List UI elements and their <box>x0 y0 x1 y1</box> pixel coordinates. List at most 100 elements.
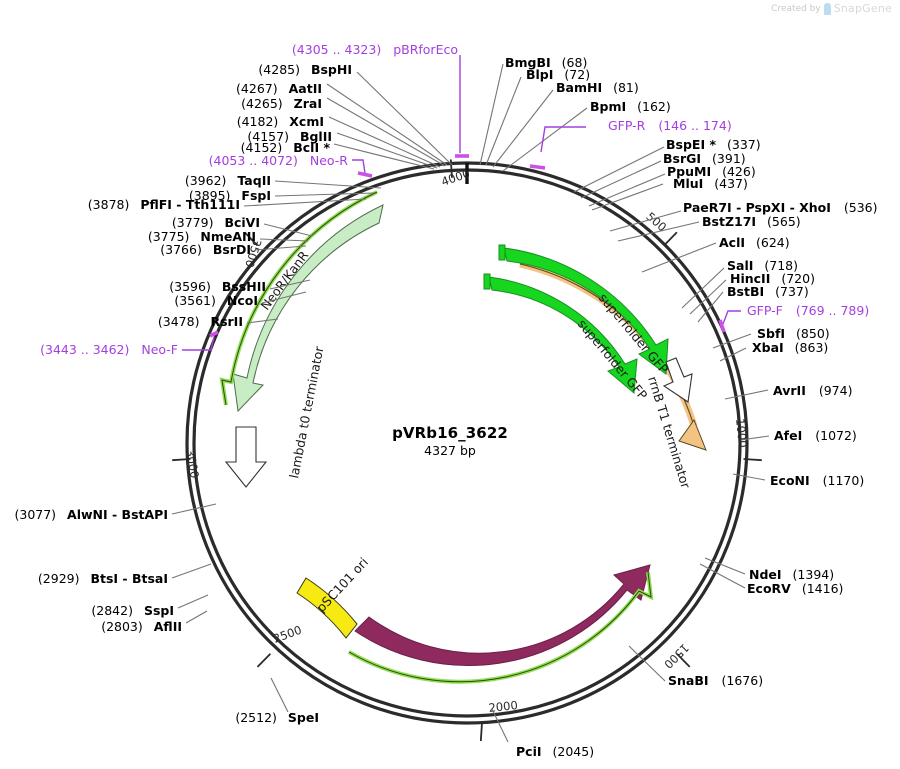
site-position: (1072) <box>815 428 857 443</box>
site-label-afei[interactable]: AfeI (1072) <box>774 429 857 442</box>
primer-name: GFP-R <box>608 118 646 133</box>
ruler-label-1500: 1500 <box>661 641 692 672</box>
primer-label-pbrforeco[interactable]: (4305 .. 4323) pBRforEco <box>292 43 458 56</box>
site-label-bsrdi[interactable]: (3766) BsrDI <box>160 243 251 256</box>
site-label-btsi-btsai[interactable]: (2929) BtsI - BtsaI <box>38 572 168 585</box>
site-label-ppumi[interactable]: PpuMI (426) <box>667 165 756 178</box>
site-label-bamhi[interactable]: BamHI (81) <box>556 81 639 94</box>
site-position: (2842) <box>91 603 133 618</box>
primer-name: pBRforEco <box>393 42 458 57</box>
site-label-sali[interactable]: SalI (718) <box>727 259 798 272</box>
site-enzyme: NdeI <box>749 567 782 582</box>
site-label-bstz17i[interactable]: BstZ17I (565) <box>702 215 801 228</box>
site-position: (4285) <box>258 62 300 77</box>
primer-label-neo-r[interactable]: (4053 .. 4072) Neo-R <box>209 154 348 167</box>
site-position: (4157) <box>247 129 289 144</box>
primer-range: (4053 .. 4072) <box>208 153 298 168</box>
site-position: (1416) <box>801 581 844 596</box>
site-position: (4265) <box>241 96 283 111</box>
site-label-sspi[interactable]: (2842) SspI <box>91 604 174 617</box>
site-label-paer7i-pspxi-xhoi[interactable]: PaeR7I - PspXI - XhoI (536) <box>683 201 878 214</box>
site-label-ncoi[interactable]: (3561) NcoI <box>174 294 258 307</box>
site-label-zrai[interactable]: (4265) ZraI <box>241 97 322 110</box>
site-label-spei[interactable]: (2512) SpeI <box>235 711 319 724</box>
site-label-nmeaiii[interactable]: (3775) NmeAIII <box>148 230 256 243</box>
site-label-bsphi[interactable]: (4285) BspHI <box>258 63 352 76</box>
site-position: (72) <box>564 67 591 82</box>
site-label-econi[interactable]: EcoNI (1170) <box>770 474 864 487</box>
feature-label-lambda-t0: lambda t0 terminator <box>286 344 326 479</box>
site-enzyme: BssHII <box>221 279 266 294</box>
site-label-avrii[interactable]: AvrII (974) <box>773 384 852 397</box>
ruler-label-1000: 1000 <box>733 418 750 449</box>
site-label-taqii[interactable]: (3962) TaqII <box>185 174 271 187</box>
site-position: (2803) <box>101 619 143 634</box>
site-label-bpmi[interactable]: BpmI (162) <box>590 100 671 113</box>
site-enzyme: SspI <box>143 603 174 618</box>
primer-name: Neo-F <box>141 342 178 357</box>
site-enzyme: BclI * <box>293 140 330 155</box>
feature-lambda-t0-terminator <box>224 426 268 488</box>
site-enzyme: RsrII <box>210 314 243 329</box>
site-label-xbai[interactable]: XbaI (863) <box>752 341 828 354</box>
site-enzyme: EcoRV <box>747 581 791 596</box>
site-enzyme: SbfI <box>757 326 786 341</box>
site-label-acli[interactable]: AclI (624) <box>719 236 790 249</box>
site-label-bspei[interactable]: BspEI * (337) <box>666 138 761 151</box>
primer-label-gfp-r[interactable]: GFP-R (146 .. 174) <box>608 119 732 132</box>
primer-range: (769 .. 789) <box>795 303 870 318</box>
site-position: (68) <box>561 55 588 70</box>
site-label-hincii[interactable]: HincII (720) <box>730 272 815 285</box>
site-label-bsrgi[interactable]: BsrGI (391) <box>663 152 746 165</box>
site-label-pflfi-tth111i[interactable]: (3878) PflFI - Tth111I <box>88 198 240 211</box>
site-enzyme: SalI <box>727 258 754 273</box>
site-label-aflii[interactable]: (2803) AflII <box>101 620 182 633</box>
feature-rep101 <box>348 564 654 684</box>
site-label-aatii[interactable]: (4267) AatII <box>236 82 322 95</box>
site-label-rsrii[interactable]: (3478) RsrII <box>158 315 243 328</box>
site-enzyme: EcoNI <box>770 473 810 488</box>
site-label-bstbi[interactable]: BstBI (737) <box>727 285 809 298</box>
site-label-sbfi[interactable]: SbfI (850) <box>757 327 830 340</box>
site-label-ecorv[interactable]: EcoRV (1416) <box>747 582 843 595</box>
site-label-xcmi[interactable]: (4182) XcmI <box>237 115 324 128</box>
site-label-bglii[interactable]: (4157) BglII <box>247 130 332 143</box>
site-enzyme: NcoI <box>226 293 258 308</box>
primer-leader-lines <box>182 55 741 351</box>
site-label-blpi[interactable]: BlpI (72) <box>526 68 590 81</box>
site-enzyme: AatII <box>288 81 322 96</box>
site-enzyme: PciI <box>516 744 542 759</box>
site-position: (1394) <box>792 567 835 582</box>
site-enzyme: PaeR7I - PspXI - XhoI <box>683 200 831 215</box>
site-label-mlui[interactable]: MluI (437) <box>673 177 748 190</box>
site-label-bmgbi[interactable]: BmgBI (68) <box>505 56 587 69</box>
primer-tick-neo-f <box>209 330 219 338</box>
site-label-bcli[interactable]: (4152) BclI * <box>241 141 330 154</box>
snapgene-logo-icon <box>823 2 831 15</box>
primer-label-gfp-f[interactable]: GFP-F (769 .. 789) <box>747 304 869 317</box>
site-label-bsshii[interactable]: (3596) BssHII <box>169 280 266 293</box>
primer-tick-gfp-r <box>529 164 546 170</box>
feature-rrnb-t1-terminator <box>662 357 693 403</box>
site-position: (1676) <box>721 673 764 688</box>
site-position: (3962) <box>184 173 227 188</box>
site-enzyme: ZraI <box>293 96 322 111</box>
site-enzyme: BsrGI <box>663 151 702 166</box>
site-position: (2512) <box>235 710 277 725</box>
site-label-alwni-bstapi[interactable]: (3077) AlwNI - BstAPI <box>14 508 168 521</box>
site-position: (3878) <box>87 197 130 212</box>
feature-superfolder-gfp-1 <box>498 244 669 375</box>
site-label-bcivi[interactable]: (3779) BciVI <box>172 216 260 229</box>
primer-label-neo-f[interactable]: (3443 .. 3462) Neo-F <box>40 343 178 356</box>
site-enzyme: BamHI <box>556 80 603 95</box>
site-enzyme: FspI <box>241 188 271 203</box>
site-label-fspi[interactable]: (3895) FspI <box>189 189 271 202</box>
site-position: (162) <box>637 99 671 114</box>
site-label-snabi[interactable]: SnaBI (1676) <box>668 674 763 687</box>
site-enzyme: AvrII <box>773 383 806 398</box>
primer-range: (146 .. 174) <box>658 118 732 133</box>
site-label-ndei[interactable]: NdeI (1394) <box>749 568 834 581</box>
site-position: (863) <box>794 340 829 355</box>
feature-superfolder-gfp-2 <box>483 273 638 395</box>
site-label-pcii[interactable]: PciI (2045) <box>516 745 594 758</box>
